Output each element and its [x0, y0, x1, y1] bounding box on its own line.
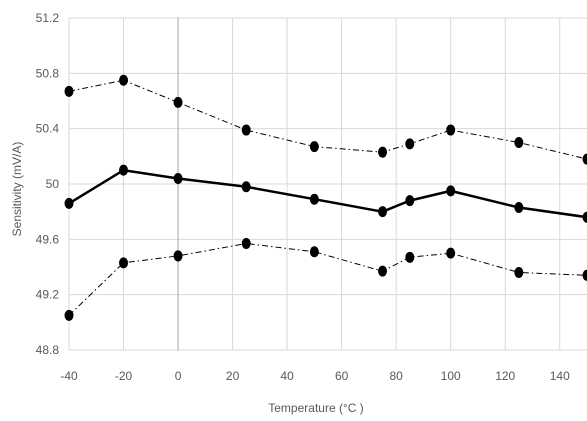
lower-series-point [405, 251, 415, 263]
lower-series-point [309, 246, 319, 258]
x-tick-label: 120 [495, 369, 515, 383]
tick-labels: 48.8 49.2 49.6 50 50.4 50.8 51.2 -40 -20 0 20 40 60 8… [36, 11, 570, 383]
x-tick-label: -20 [115, 369, 133, 383]
y-tick-label: 50 [46, 177, 60, 191]
y-tick-label: 50.8 [36, 66, 60, 80]
upper-series-point [309, 141, 319, 153]
grid-lines [68, 17, 587, 351]
upper-series-point [405, 138, 415, 150]
x-tick-label: 20 [226, 369, 240, 383]
lower-series-point [119, 257, 129, 269]
y-tick-label: 49.6 [36, 232, 60, 246]
upper-series-point [582, 153, 587, 165]
lower-series-point [446, 247, 456, 259]
x-axis-label: Temperature (°C ) [268, 401, 364, 415]
y-tick-label: 48.8 [36, 343, 60, 357]
lower-series-point [173, 250, 183, 262]
x-tick-label: 40 [280, 369, 294, 383]
typical-series-point [378, 206, 388, 218]
y-axis-label: Sensitivity (mV/A) [10, 142, 24, 237]
typical-series-point [64, 197, 74, 209]
lower-series-line [68, 243, 587, 316]
lower-series-point [241, 237, 251, 249]
upper-series-point [119, 74, 129, 86]
typical-series-point [173, 172, 183, 184]
typical-series-point [241, 181, 251, 193]
typical-series-point [514, 202, 524, 214]
lower-series-point [378, 265, 388, 277]
y-tick-label: 50.4 [36, 122, 60, 136]
x-tick-label: -40 [60, 369, 78, 383]
upper-series-point [446, 124, 456, 136]
x-tick-label: 60 [335, 369, 349, 383]
y-tick-label: 49.2 [36, 288, 60, 302]
x-tick-label: 0 [175, 369, 182, 383]
typical-series-point [582, 211, 587, 223]
typical-series-point [405, 195, 415, 207]
upper-series-point [514, 137, 524, 148]
lower-series-point [582, 269, 587, 281]
upper-series-point [64, 85, 74, 97]
lower-series-point [64, 309, 74, 321]
typical-series-point [446, 185, 456, 197]
upper-series-line [68, 79, 587, 160]
typical-series-line [68, 168, 587, 219]
upper-series-point [241, 124, 251, 136]
upper-series-point [173, 96, 183, 108]
typical-series-point [119, 164, 129, 176]
x-tick-label: 80 [389, 369, 403, 383]
lower-series-point [514, 267, 524, 279]
x-tick-label: 100 [441, 369, 461, 383]
x-tick-label: 140 [550, 369, 570, 383]
data-series [64, 74, 587, 321]
upper-series-point [378, 146, 388, 158]
typical-series-point [309, 193, 319, 205]
y-tick-label: 51.2 [36, 11, 60, 25]
